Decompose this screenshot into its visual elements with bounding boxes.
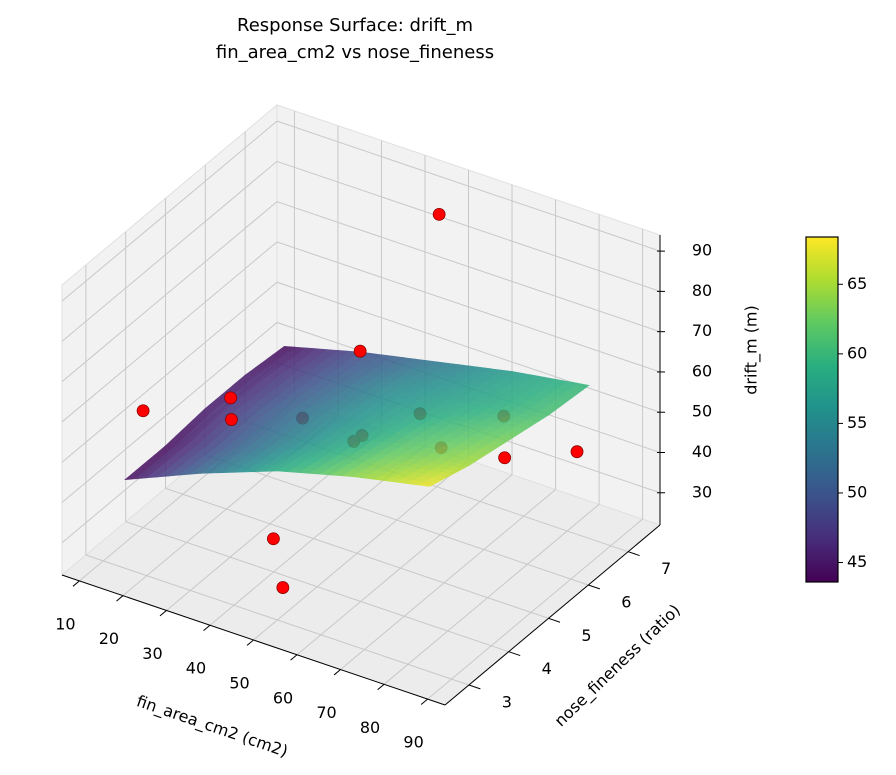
- x-tick: [72, 580, 80, 587]
- colorbar: [805, 236, 839, 583]
- colorbar-tick-label: 60: [847, 343, 867, 362]
- chart-title: Response Surface: drift_m: [237, 15, 473, 36]
- data-point: [136, 404, 150, 418]
- x-tick: [203, 624, 211, 632]
- y-axis-label: nose_fineness (ratio): [551, 600, 685, 731]
- x-tick-label: 20: [99, 629, 119, 648]
- y-tick: [468, 684, 481, 690]
- x-tick: [159, 610, 167, 617]
- y-tick: [548, 617, 561, 623]
- x-tick: [290, 654, 298, 661]
- colorbar-tick-label: 50: [847, 482, 867, 501]
- data-point: [353, 344, 367, 358]
- x-tick-label: 40: [186, 659, 206, 678]
- grid-line: [61, 281, 661, 463]
- grid-line: [61, 120, 661, 302]
- y-tick-label: 5: [581, 626, 591, 645]
- x-tick-label: 80: [360, 718, 380, 737]
- z-tick-label: 60: [692, 361, 712, 380]
- y-tick: [508, 651, 521, 657]
- x-tick: [377, 683, 385, 691]
- colorbar-tick-label: 45: [847, 552, 867, 571]
- data-point: [570, 445, 584, 459]
- x-tick-label: 70: [316, 703, 336, 722]
- grid-line: [61, 160, 661, 342]
- y-tick: [588, 584, 600, 590]
- x-tick-label: 60: [273, 688, 293, 707]
- data-point: [498, 451, 512, 465]
- z-tick-label: 90: [692, 241, 712, 260]
- data-point: [267, 532, 280, 546]
- y-tick-label: 3: [502, 693, 512, 712]
- x-tick-label: 50: [229, 674, 249, 693]
- z-tick-label: 30: [692, 482, 712, 501]
- x-axis-label: fin_area_cm2 (cm2): [134, 691, 290, 762]
- chart-subtitle: fin_area_cm2 vs nose_fineness: [216, 42, 494, 63]
- y-tick-label: 4: [542, 659, 552, 678]
- data-point: [224, 391, 238, 405]
- y-tick-label: 7: [661, 559, 671, 578]
- x-tick: [116, 595, 124, 602]
- data-point: [276, 581, 290, 594]
- surface-patch: [417, 481, 437, 487]
- grid-line: [61, 201, 661, 383]
- z-axis-label: drift_m (m): [742, 305, 762, 395]
- z-tick-label: 40: [692, 442, 712, 461]
- x-tick-label: 90: [403, 733, 423, 752]
- z-tick-label: 70: [692, 321, 712, 340]
- surface: [124, 346, 590, 487]
- colorbar-tick-label: 65: [847, 274, 867, 293]
- z-tick-label: 50: [692, 402, 712, 421]
- data-point: [225, 413, 238, 426]
- y-tick-label: 6: [621, 593, 631, 612]
- y-tick: [627, 551, 640, 557]
- grid-line: [61, 241, 661, 423]
- x-tick-label: 30: [142, 644, 162, 663]
- colorbar-tick-label: 55: [847, 413, 867, 432]
- x-tick: [246, 639, 254, 646]
- z-tick-label: 80: [692, 281, 712, 300]
- x-tick: [420, 698, 428, 705]
- x-tick-label: 10: [55, 614, 75, 633]
- data-point: [432, 207, 446, 221]
- axis-line: [444, 524, 661, 706]
- x-tick: [333, 669, 341, 676]
